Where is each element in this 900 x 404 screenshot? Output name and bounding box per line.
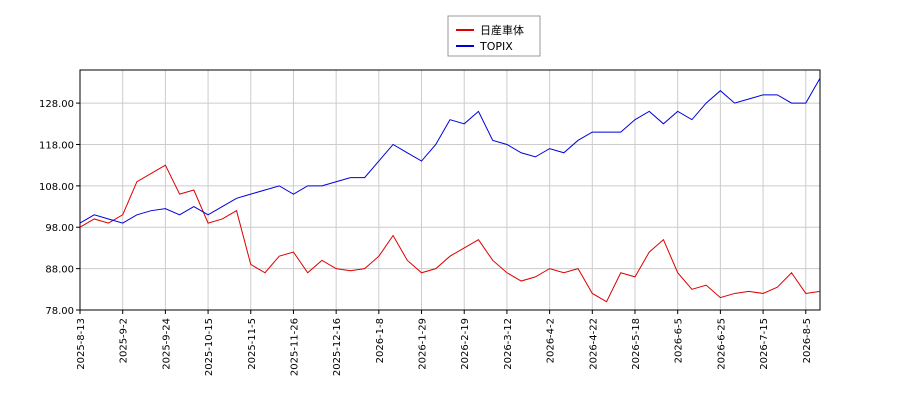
plot-frame bbox=[79, 69, 821, 311]
y-tick-label: 128.00 bbox=[39, 99, 74, 110]
y-tick-label: 118.00 bbox=[39, 140, 74, 151]
y-tick-label: 88.00 bbox=[45, 265, 74, 276]
x-tick-label: 2026-3-12 bbox=[503, 318, 514, 370]
x-tick-label: 2025-8-13 bbox=[76, 318, 87, 370]
x-tick-label: 2025-9-2 bbox=[119, 318, 130, 363]
legend-label: 日産車体 bbox=[480, 23, 524, 37]
legend-label: TOPIX bbox=[479, 40, 513, 53]
y-tick-label: 108.00 bbox=[39, 182, 74, 193]
y-tick-label: 78.00 bbox=[45, 306, 74, 317]
series-line bbox=[79, 78, 821, 224]
x-tick-label: 2026-5-18 bbox=[631, 318, 642, 370]
x-tick-label: 2026-4-22 bbox=[588, 318, 599, 370]
x-tick-label: 2026-4-2 bbox=[546, 318, 557, 363]
y-tick-label: 98.00 bbox=[45, 223, 74, 234]
x-tick-label: 2026-2-19 bbox=[460, 318, 471, 370]
x-tick-label: 2025-11-5 bbox=[247, 318, 258, 370]
x-tick-label: 2026-1-8 bbox=[375, 318, 386, 363]
x-tick-label: 2026-6-25 bbox=[716, 318, 727, 370]
x-tick-label: 2026-8-5 bbox=[802, 318, 813, 363]
x-tick-label: 2026-1-29 bbox=[418, 318, 429, 370]
legend-box bbox=[447, 15, 541, 57]
x-tick-label: 2025-11-26 bbox=[289, 318, 300, 376]
x-tick-label: 2026-7-15 bbox=[759, 318, 770, 370]
x-tick-label: 2025-9-24 bbox=[161, 318, 172, 370]
x-tick-label: 2026-6-5 bbox=[674, 318, 685, 363]
x-tick-label: 2025-12-16 bbox=[332, 318, 343, 376]
x-tick-label: 2025-10-15 bbox=[204, 318, 215, 376]
